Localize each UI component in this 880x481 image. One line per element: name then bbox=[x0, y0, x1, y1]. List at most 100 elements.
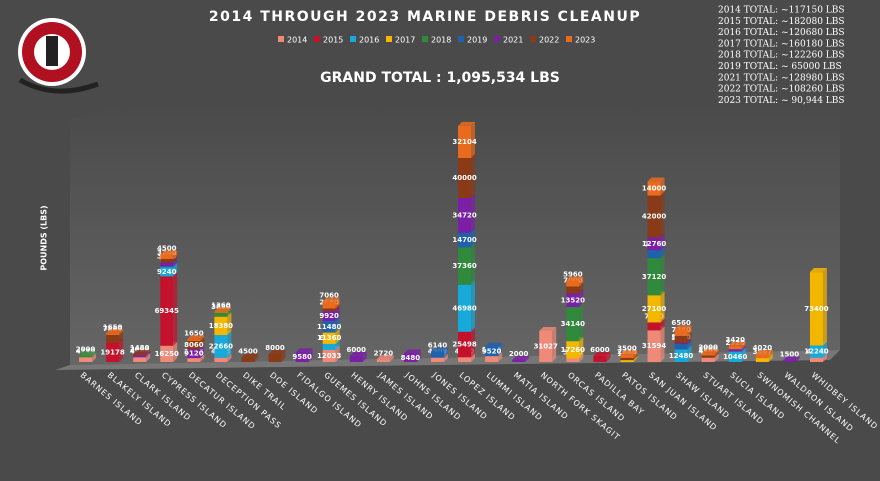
bar-top bbox=[755, 350, 773, 355]
bar-segment bbox=[458, 247, 472, 285]
bar-top bbox=[160, 250, 178, 255]
bar-segment bbox=[79, 357, 93, 362]
bar-segment bbox=[133, 357, 147, 362]
bar-side bbox=[687, 339, 692, 345]
bar-side bbox=[335, 339, 340, 350]
data-label: 1650 bbox=[184, 329, 204, 337]
bar-side bbox=[579, 289, 584, 308]
data-label: 69345 bbox=[155, 307, 179, 315]
bar-segment bbox=[160, 266, 174, 268]
data-label: 6560 bbox=[671, 319, 691, 327]
legend-swatch bbox=[422, 36, 428, 42]
legend-swatch bbox=[530, 36, 536, 42]
data-label: 13520 bbox=[561, 296, 585, 304]
bar-side bbox=[146, 351, 151, 358]
bar-side bbox=[200, 335, 205, 341]
bar-side bbox=[443, 353, 448, 362]
bar-side bbox=[471, 280, 476, 332]
bar-top bbox=[620, 350, 638, 355]
bar-side bbox=[146, 353, 151, 362]
plot-wall bbox=[70, 105, 840, 365]
bar-segment bbox=[647, 330, 661, 362]
bar-side bbox=[416, 349, 421, 362]
bar-top bbox=[349, 352, 367, 356]
data-label: 12480 bbox=[669, 352, 693, 360]
data-label: 9120 bbox=[184, 350, 204, 358]
bar-segment bbox=[566, 358, 580, 362]
data-label: 6000 bbox=[347, 346, 367, 354]
bar-segment bbox=[322, 321, 336, 333]
data-label: 27100 bbox=[642, 305, 666, 313]
bar-segment bbox=[214, 316, 228, 336]
bar-side bbox=[471, 228, 476, 248]
bar-side bbox=[471, 243, 476, 285]
bar-segment bbox=[566, 280, 580, 287]
bar-segment bbox=[187, 358, 201, 362]
bar-top bbox=[647, 177, 665, 182]
data-label: 3880 bbox=[211, 303, 231, 311]
data-label: 37120 bbox=[642, 273, 666, 281]
bar-side bbox=[227, 331, 232, 358]
bar-side bbox=[471, 154, 476, 199]
bar-side bbox=[200, 345, 205, 359]
bar-segment bbox=[809, 345, 823, 358]
bar-side bbox=[335, 304, 340, 312]
legend-label: 2021 bbox=[503, 36, 523, 45]
bar-segment bbox=[674, 343, 688, 345]
bar-segment bbox=[566, 286, 580, 294]
bar-top bbox=[241, 353, 259, 358]
bar-segment bbox=[133, 355, 147, 358]
data-label: 34720 bbox=[452, 211, 476, 219]
data-label: 22660 bbox=[209, 342, 233, 350]
bar-segment bbox=[701, 357, 715, 362]
data-label: 40000 bbox=[452, 174, 476, 182]
legend-swatch bbox=[458, 36, 464, 42]
legend-swatch bbox=[314, 36, 320, 42]
bar-segment bbox=[187, 339, 201, 341]
bar-side bbox=[660, 233, 665, 251]
bar-side bbox=[335, 328, 340, 344]
data-label: 17260 bbox=[561, 346, 585, 354]
bar-side bbox=[227, 353, 232, 362]
data-label: 5960 bbox=[563, 271, 583, 279]
bar-segment bbox=[701, 355, 715, 358]
legend-swatch bbox=[566, 36, 572, 42]
data-label: 31594 bbox=[642, 342, 666, 350]
bar-top bbox=[809, 268, 827, 273]
bar-top bbox=[485, 342, 503, 347]
bar-segment bbox=[728, 345, 742, 350]
bar-segment bbox=[485, 346, 499, 357]
bar-side bbox=[579, 303, 584, 342]
bar-segment bbox=[809, 357, 823, 362]
bar-top bbox=[512, 356, 530, 360]
bar-side bbox=[146, 349, 151, 356]
bar-side bbox=[822, 268, 827, 346]
bar-side bbox=[768, 350, 773, 359]
data-label: 4020 bbox=[753, 344, 773, 352]
bar-segment bbox=[458, 357, 472, 362]
bar-segment bbox=[512, 360, 526, 362]
bar-segment bbox=[755, 358, 769, 362]
bar-side bbox=[687, 331, 692, 344]
y-axis-label: POUNDS (LBS) bbox=[40, 205, 49, 270]
data-label: 2720 bbox=[374, 349, 394, 357]
bar-side bbox=[579, 337, 584, 359]
data-label: 16250 bbox=[155, 350, 179, 358]
bar-side bbox=[768, 354, 773, 362]
bar-top bbox=[133, 349, 151, 354]
legend-label: 2022 bbox=[539, 36, 559, 45]
year-total: 2019 TOTAL: ~ 65000 LBS bbox=[718, 62, 842, 72]
legend-label: 2014 bbox=[287, 36, 307, 45]
legend-label: 2016 bbox=[359, 36, 379, 45]
bar-side bbox=[362, 352, 367, 362]
year-total: 2022 TOTAL: ~108260 LBS bbox=[718, 85, 845, 95]
bar-segment bbox=[214, 311, 228, 313]
year-total: 2016 TOTAL: ~120680 LBS bbox=[718, 28, 845, 38]
bar-side bbox=[173, 341, 178, 362]
bar-segment bbox=[539, 330, 553, 362]
bar-side bbox=[227, 312, 232, 336]
data-label: 10460 bbox=[723, 353, 747, 361]
bar-side bbox=[606, 352, 611, 362]
data-label: 2000 bbox=[698, 343, 718, 351]
